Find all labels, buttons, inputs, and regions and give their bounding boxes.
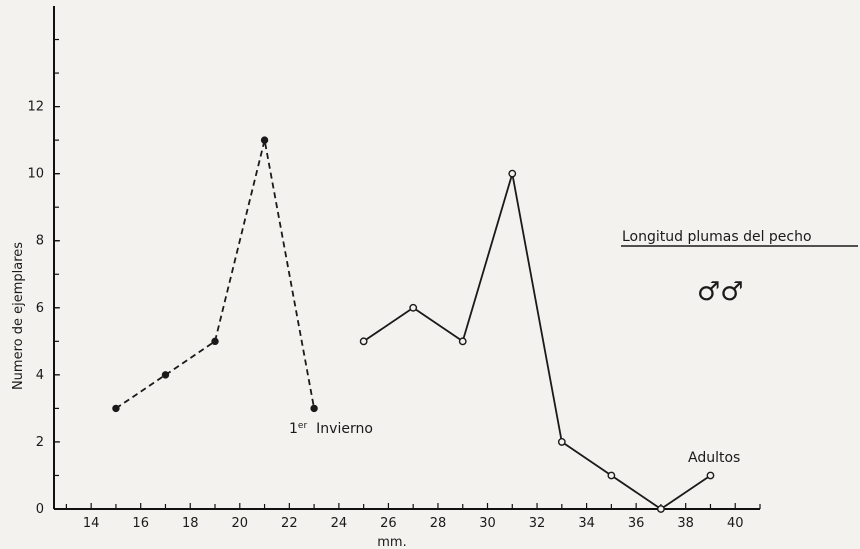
x-tick-label: 16 (132, 516, 149, 531)
x-tick-label: 40 (727, 516, 744, 531)
series-1-point (112, 404, 120, 413)
series-2-point (706, 471, 715, 480)
series-2-point (359, 337, 368, 346)
series-line-1 (115, 139, 315, 410)
y-tick-label: 6 (36, 301, 44, 316)
x-tick-label: 22 (281, 516, 298, 531)
x-tick-label: 38 (677, 516, 694, 531)
axes (53, 6, 761, 510)
x-tick-label: 24 (331, 516, 348, 531)
annotation-first-winter-number: 1 (289, 421, 298, 437)
series-1-point (260, 136, 269, 144)
x-ticks: 14 16 18 20 22 24 26 28 30 32 34 36 38 40 (83, 503, 744, 531)
chart-title: Longitud plumas del pecho (622, 229, 812, 245)
annotation-adults: Adultos (688, 450, 740, 466)
x-axis-label: mm. (377, 535, 406, 549)
x-tick-label: 28 (430, 516, 447, 531)
series-2-point (557, 438, 566, 446)
series-2-point (508, 169, 517, 178)
series-2-point (607, 471, 616, 480)
series-2-point (657, 505, 665, 513)
x-tick-label: 30 (479, 516, 496, 531)
series-2-point (458, 337, 467, 346)
series-2-point (409, 303, 418, 312)
annotation-first-winter-superscript: er (298, 421, 308, 431)
x-tick-label: 36 (628, 516, 645, 531)
series-lines (115, 139, 712, 510)
annotation-first-winter: 1er Invierno (289, 421, 373, 437)
annotation-first-winter-word: Invierno (316, 421, 373, 437)
y-tick-label: 0 (36, 502, 44, 517)
y-tick-label: 4 (36, 368, 44, 383)
y-ticks: 0 2 4 6 8 10 12 (27, 100, 60, 517)
x-tick-label: 14 (83, 516, 100, 531)
series-1-point (211, 337, 219, 346)
male-symbol-text: ♂♂ (697, 277, 744, 307)
x-tick-label: 18 (182, 516, 199, 531)
y-tick-label: 2 (36, 435, 44, 450)
legend: Longitud plumas del pecho ♂♂ (621, 229, 858, 307)
x-tick-label: 20 (232, 516, 249, 531)
x-tick-label: 32 (529, 516, 546, 531)
y-tick-label: 12 (27, 100, 44, 115)
series-1-point (310, 404, 318, 413)
x-tick-label: 34 (578, 516, 595, 531)
y-tick-label: 10 (27, 167, 44, 182)
series-1-point (161, 371, 170, 379)
y-axis-label: Numero de ejemplares (11, 242, 26, 390)
y-tick-label: 8 (36, 234, 44, 249)
series-points (112, 136, 715, 513)
x-tick-label: 26 (380, 516, 397, 531)
series-line-2 (363, 172, 712, 510)
